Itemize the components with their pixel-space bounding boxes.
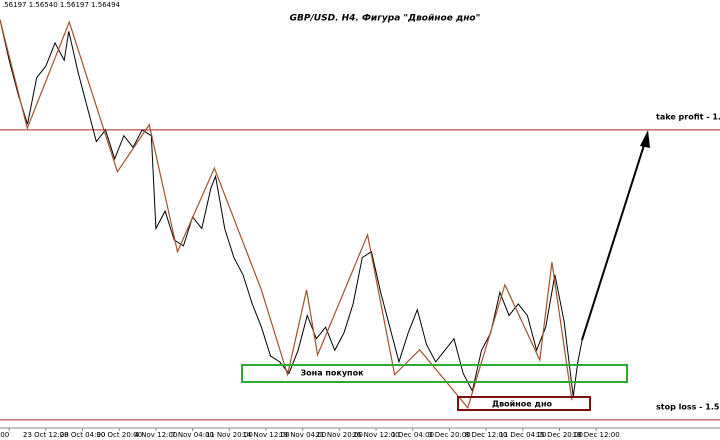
x-tick-label: 19 Nov 04:00 xyxy=(279,431,326,439)
x-tick-label: 11 Nov 20:00 xyxy=(206,431,253,439)
series-line xyxy=(0,19,573,409)
buy-zone xyxy=(241,364,628,383)
level-label: take profit - 1.60 xyxy=(656,112,720,121)
x-tick-label: 1 Dec 04:00 xyxy=(391,431,434,439)
buy-zone-label: Зона покупок xyxy=(300,369,364,378)
x-tick-label: 14 Nov 12:00 xyxy=(242,431,289,439)
level-label: stop loss - 1.55 xyxy=(656,402,720,411)
arrow-head xyxy=(640,130,650,148)
x-tick-label: 11 Dec 04:00 xyxy=(499,431,546,439)
chart-title: GBP/USD. H4. Фигура "Двойное дно" xyxy=(290,14,481,24)
x-tick-label: 21 Nov 20:00 xyxy=(316,431,363,439)
x-tick-label: 23 Oct 12:00 xyxy=(23,431,69,439)
x-tick-label: 26 Nov 12:00 xyxy=(352,431,399,439)
x-tick-label: 4 Nov 12:00 xyxy=(135,431,178,439)
double-bottom-label: Двойное дно xyxy=(492,400,553,409)
x-tick-label: 18 Dec 12:00 xyxy=(573,431,620,439)
double-bottom-box xyxy=(457,396,591,411)
x-tick-label: 7 Nov 04:00 xyxy=(171,431,214,439)
x-tick-label: 3 Dec 20:00 xyxy=(428,431,471,439)
ohlc-text: .56197 1.56540 1.56197 1.56494 xyxy=(2,1,121,9)
x-tick-label: 8 Dec 12:00 xyxy=(465,431,508,439)
x-tick-label: 28 Oct 04:00 xyxy=(60,431,106,439)
x-tick-label: 30 Oct 20:00 xyxy=(96,431,142,439)
x-tick-label: 15 Dec 20:00 xyxy=(536,431,583,439)
projection-arrow xyxy=(581,141,646,341)
x-tick-label: ct 20:00 xyxy=(0,431,9,439)
